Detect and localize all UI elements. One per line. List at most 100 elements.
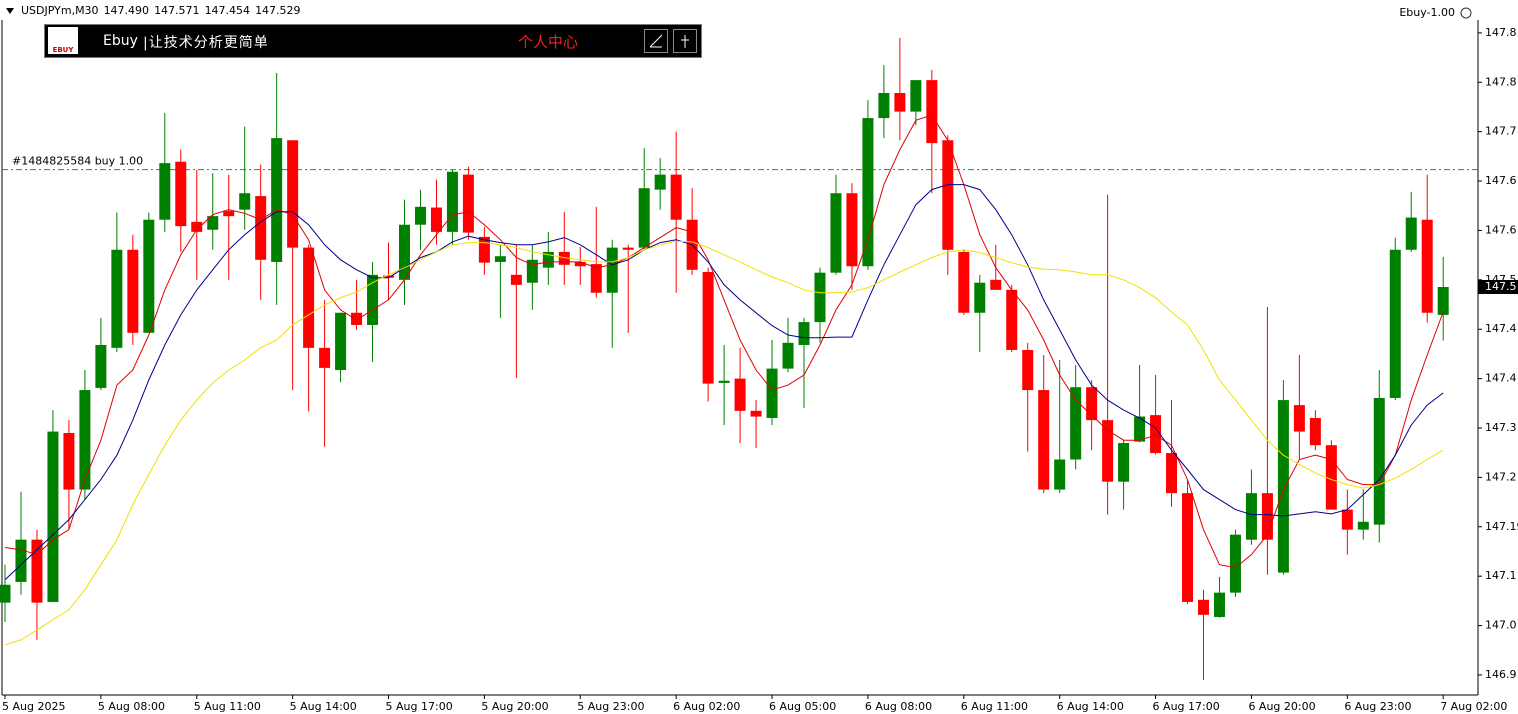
x-tick-label: 6 Aug 17:00 (1153, 700, 1220, 713)
candle-body (782, 342, 794, 369)
candle-body (1086, 387, 1098, 421)
candle-body (1293, 405, 1305, 432)
symbol: USDJPYm,M30 (21, 4, 99, 17)
candle-body (175, 161, 187, 227)
logo[interactable]: EBUY (48, 27, 78, 54)
x-tick-label: 5 Aug 17:00 (386, 700, 453, 713)
candle-body (1389, 249, 1401, 398)
candle-body (494, 256, 506, 262)
x-tick-label: 6 Aug 08:00 (865, 700, 932, 713)
candle-body (1325, 445, 1337, 510)
order-label: #1484825584 buy 1.00 (12, 155, 143, 168)
candle-body (1261, 493, 1273, 540)
x-tick-label: 7 Aug 02:00 (1440, 700, 1507, 713)
x-tick-label: 5 Aug 11:00 (194, 700, 261, 713)
line-tool-button[interactable] (644, 29, 668, 53)
candle-body (702, 271, 714, 384)
current-price-box (1478, 279, 1518, 294)
candle-body (990, 279, 1002, 290)
x-tick-label: 6 Aug 23:00 (1344, 700, 1411, 713)
candle-body (1421, 219, 1433, 313)
y-tick-label: 147.4 (1485, 322, 1517, 335)
line-tool-icon (649, 34, 663, 48)
candle-body (0, 584, 11, 603)
y-tick-label: 146.9 (1485, 668, 1517, 681)
candle-body (1405, 217, 1417, 250)
candle-body (95, 344, 107, 388)
candle-body (430, 207, 442, 232)
candle-body (1134, 416, 1146, 442)
x-tick-label: 5 Aug 23:00 (577, 700, 644, 713)
y-tick-label: 147.7 (1485, 125, 1517, 138)
y-tick-label: 147.4 (1485, 372, 1517, 385)
crosshair-button[interactable] (673, 29, 697, 53)
candle-body (590, 264, 602, 293)
candle-body (910, 80, 922, 112)
candle-body (1213, 592, 1225, 617)
y-tick-label: 147.6 (1485, 174, 1517, 187)
x-tick-label: 6 Aug 02:00 (673, 700, 740, 713)
candle-body (558, 251, 570, 265)
candle-body (239, 193, 251, 210)
crosshair-icon (681, 35, 689, 48)
y-tick-label: 147.1 (1485, 569, 1517, 582)
close-icon[interactable] (1460, 7, 1472, 19)
candle-body (1150, 415, 1162, 454)
candle-body (878, 93, 890, 119)
candle-body (31, 539, 43, 603)
moving-average (4, 240, 1444, 646)
candle-body (766, 368, 778, 418)
brand: Ebuy (103, 33, 138, 49)
open-readout: 147.490 (103, 4, 150, 17)
candle-body (830, 193, 842, 273)
candle-body (734, 378, 746, 411)
y-tick-label: 147.19 (1485, 520, 1518, 533)
candle-body (926, 80, 938, 144)
candle-body (510, 274, 522, 285)
x-tick-label: 6 Aug 20:00 (1248, 700, 1315, 713)
candle-body (271, 138, 283, 262)
candle-body (638, 188, 650, 248)
candle-body (223, 211, 235, 217)
candle-body (63, 433, 75, 490)
dropdown-arrow[interactable] (6, 7, 14, 14)
candle-body (1022, 349, 1034, 391)
candle-body (159, 163, 171, 220)
candle-body (750, 410, 762, 417)
y-tick-label: 147.3 (1485, 421, 1517, 434)
candle-body (367, 274, 379, 325)
candle-body (143, 219, 155, 333)
candle-body (287, 140, 299, 248)
candle-body (670, 174, 682, 220)
candle-body (1102, 420, 1114, 482)
candle-body (127, 249, 139, 333)
candle-body (942, 140, 954, 250)
candle-body (1038, 390, 1050, 490)
candle-body (446, 171, 458, 232)
candle-body (399, 224, 410, 280)
x-tick-label: 6 Aug 11:00 (961, 700, 1028, 713)
x-tick-label: 6 Aug 05:00 (769, 700, 836, 713)
candle-body (414, 206, 426, 225)
current-price-label: 147.5 (1485, 280, 1517, 293)
candle-body (335, 312, 347, 371)
candle-body (1245, 493, 1257, 540)
user-center-link[interactable]: 个人中心 (518, 33, 579, 51)
candle-body (542, 251, 554, 268)
moving-average (4, 114, 1444, 569)
candle-body (478, 236, 490, 263)
candle-body (798, 322, 810, 345)
candle-body (862, 118, 874, 267)
candle-body (894, 93, 906, 112)
candle-body (1309, 417, 1321, 446)
candle-body (383, 275, 395, 278)
candle-body (207, 216, 219, 230)
candle-body (846, 193, 858, 267)
ebuy-panel: EBUY Ebuy |让技术分析更简单 个人中心 (44, 24, 702, 58)
slogan: |让技术分析更简单 (143, 35, 269, 51)
x-tick-label: 5 Aug 20:00 (481, 700, 548, 713)
candle-body (1054, 459, 1066, 490)
candle-body (622, 247, 634, 250)
